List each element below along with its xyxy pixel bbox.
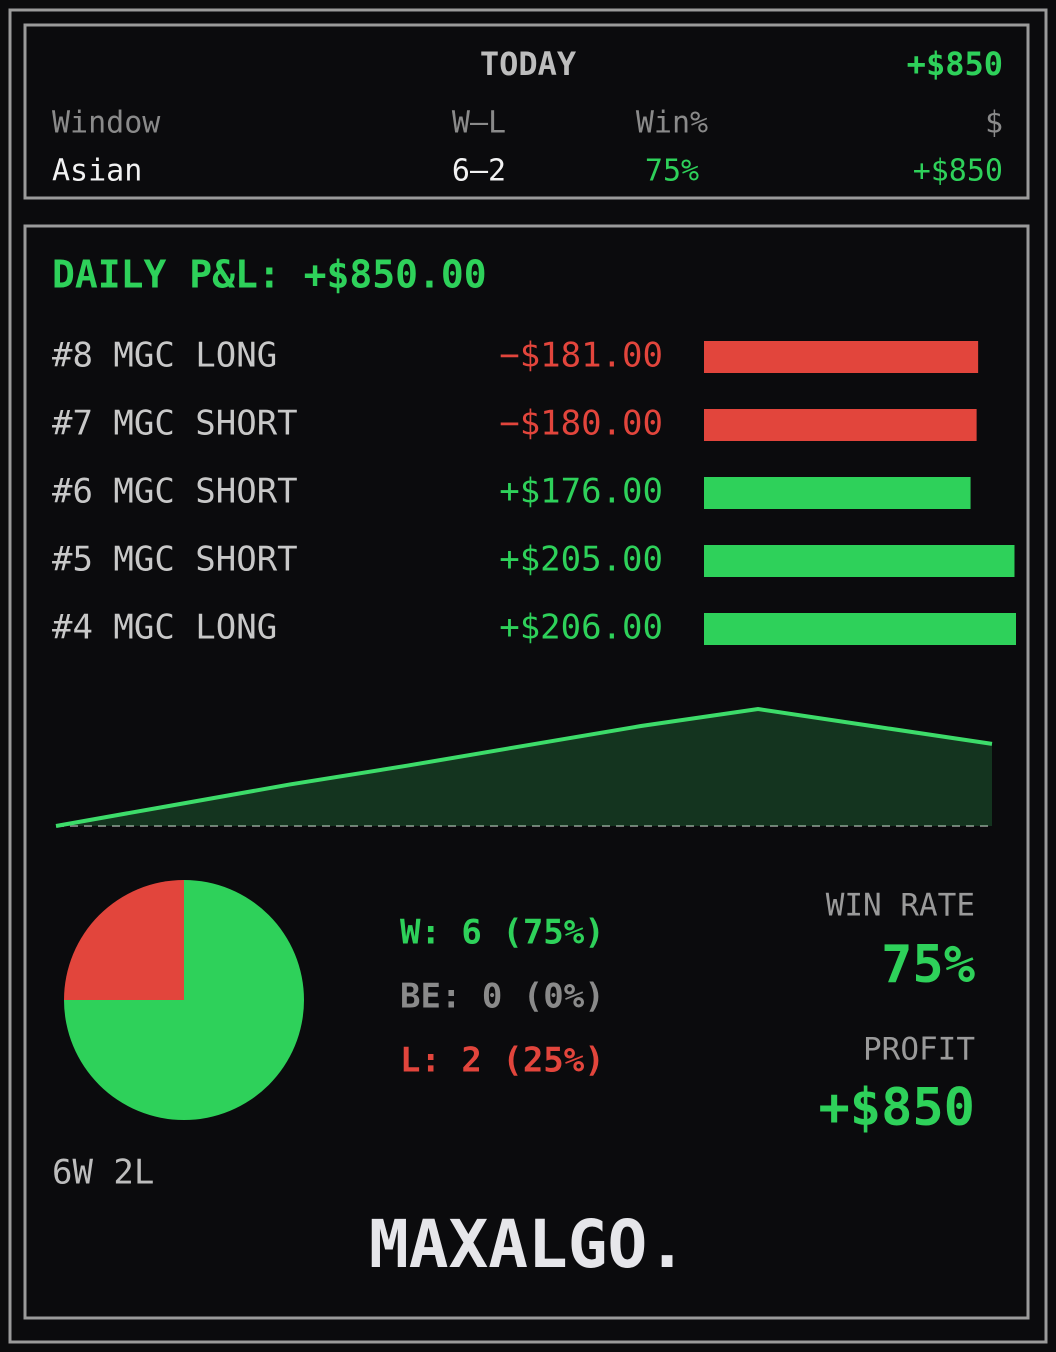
column-header: Win% — [636, 106, 708, 141]
trade-bar — [704, 477, 971, 509]
today-box — [23, 23, 1030, 200]
trade-value: −$180.00 — [499, 404, 663, 444]
cell: 75% — [645, 154, 699, 189]
pie-legend: L: 2 (25%) — [400, 1041, 605, 1081]
pie-slice — [64, 880, 184, 1000]
trade-value: +$176.00 — [499, 472, 663, 512]
profit: +$850 — [818, 1078, 975, 1138]
record: 6W 2L — [52, 1153, 154, 1193]
trade-name: #6 MGC SHORT — [52, 472, 298, 512]
cell: Asian — [52, 154, 142, 189]
pie-legend: BE: 0 (0%) — [400, 977, 605, 1017]
profit-label: PROFIT — [863, 1032, 975, 1068]
trade-value: +$205.00 — [499, 540, 663, 580]
column-header: Window — [52, 106, 161, 141]
today-total: +$850 — [907, 45, 1003, 83]
trade-value: +$206.00 — [499, 608, 663, 648]
trade-bar — [704, 613, 1016, 645]
cell: +$850 — [913, 154, 1003, 189]
pie-legend: W: 6 (75%) — [400, 913, 605, 953]
trade-bar — [704, 341, 979, 373]
win-rate: 75% — [881, 935, 975, 995]
trade-name: #8 MGC LONG — [52, 336, 277, 376]
pnl-box — [23, 224, 1030, 1320]
win-rate-label: WIN RATE — [826, 888, 975, 924]
trade-name: #7 MGC SHORT — [52, 404, 298, 444]
pnl-title: DAILY P&L: +$850.00 — [52, 253, 487, 297]
trade-bar — [704, 545, 1015, 577]
brand: MAXALGO. — [369, 1206, 687, 1283]
equity-line — [55, 706, 993, 828]
equity-area — [56, 709, 992, 826]
cell: 6–2 — [452, 154, 506, 189]
outer-border — [8, 8, 1048, 1344]
trade-name: #4 MGC LONG — [52, 608, 277, 648]
trade-value: −$181.00 — [499, 336, 663, 376]
today-title: TODAY — [480, 45, 577, 83]
column-header: W–L — [452, 106, 506, 141]
column-header: $ — [985, 106, 1003, 141]
trade-bar — [704, 409, 977, 441]
trade-name: #5 MGC SHORT — [52, 540, 298, 580]
